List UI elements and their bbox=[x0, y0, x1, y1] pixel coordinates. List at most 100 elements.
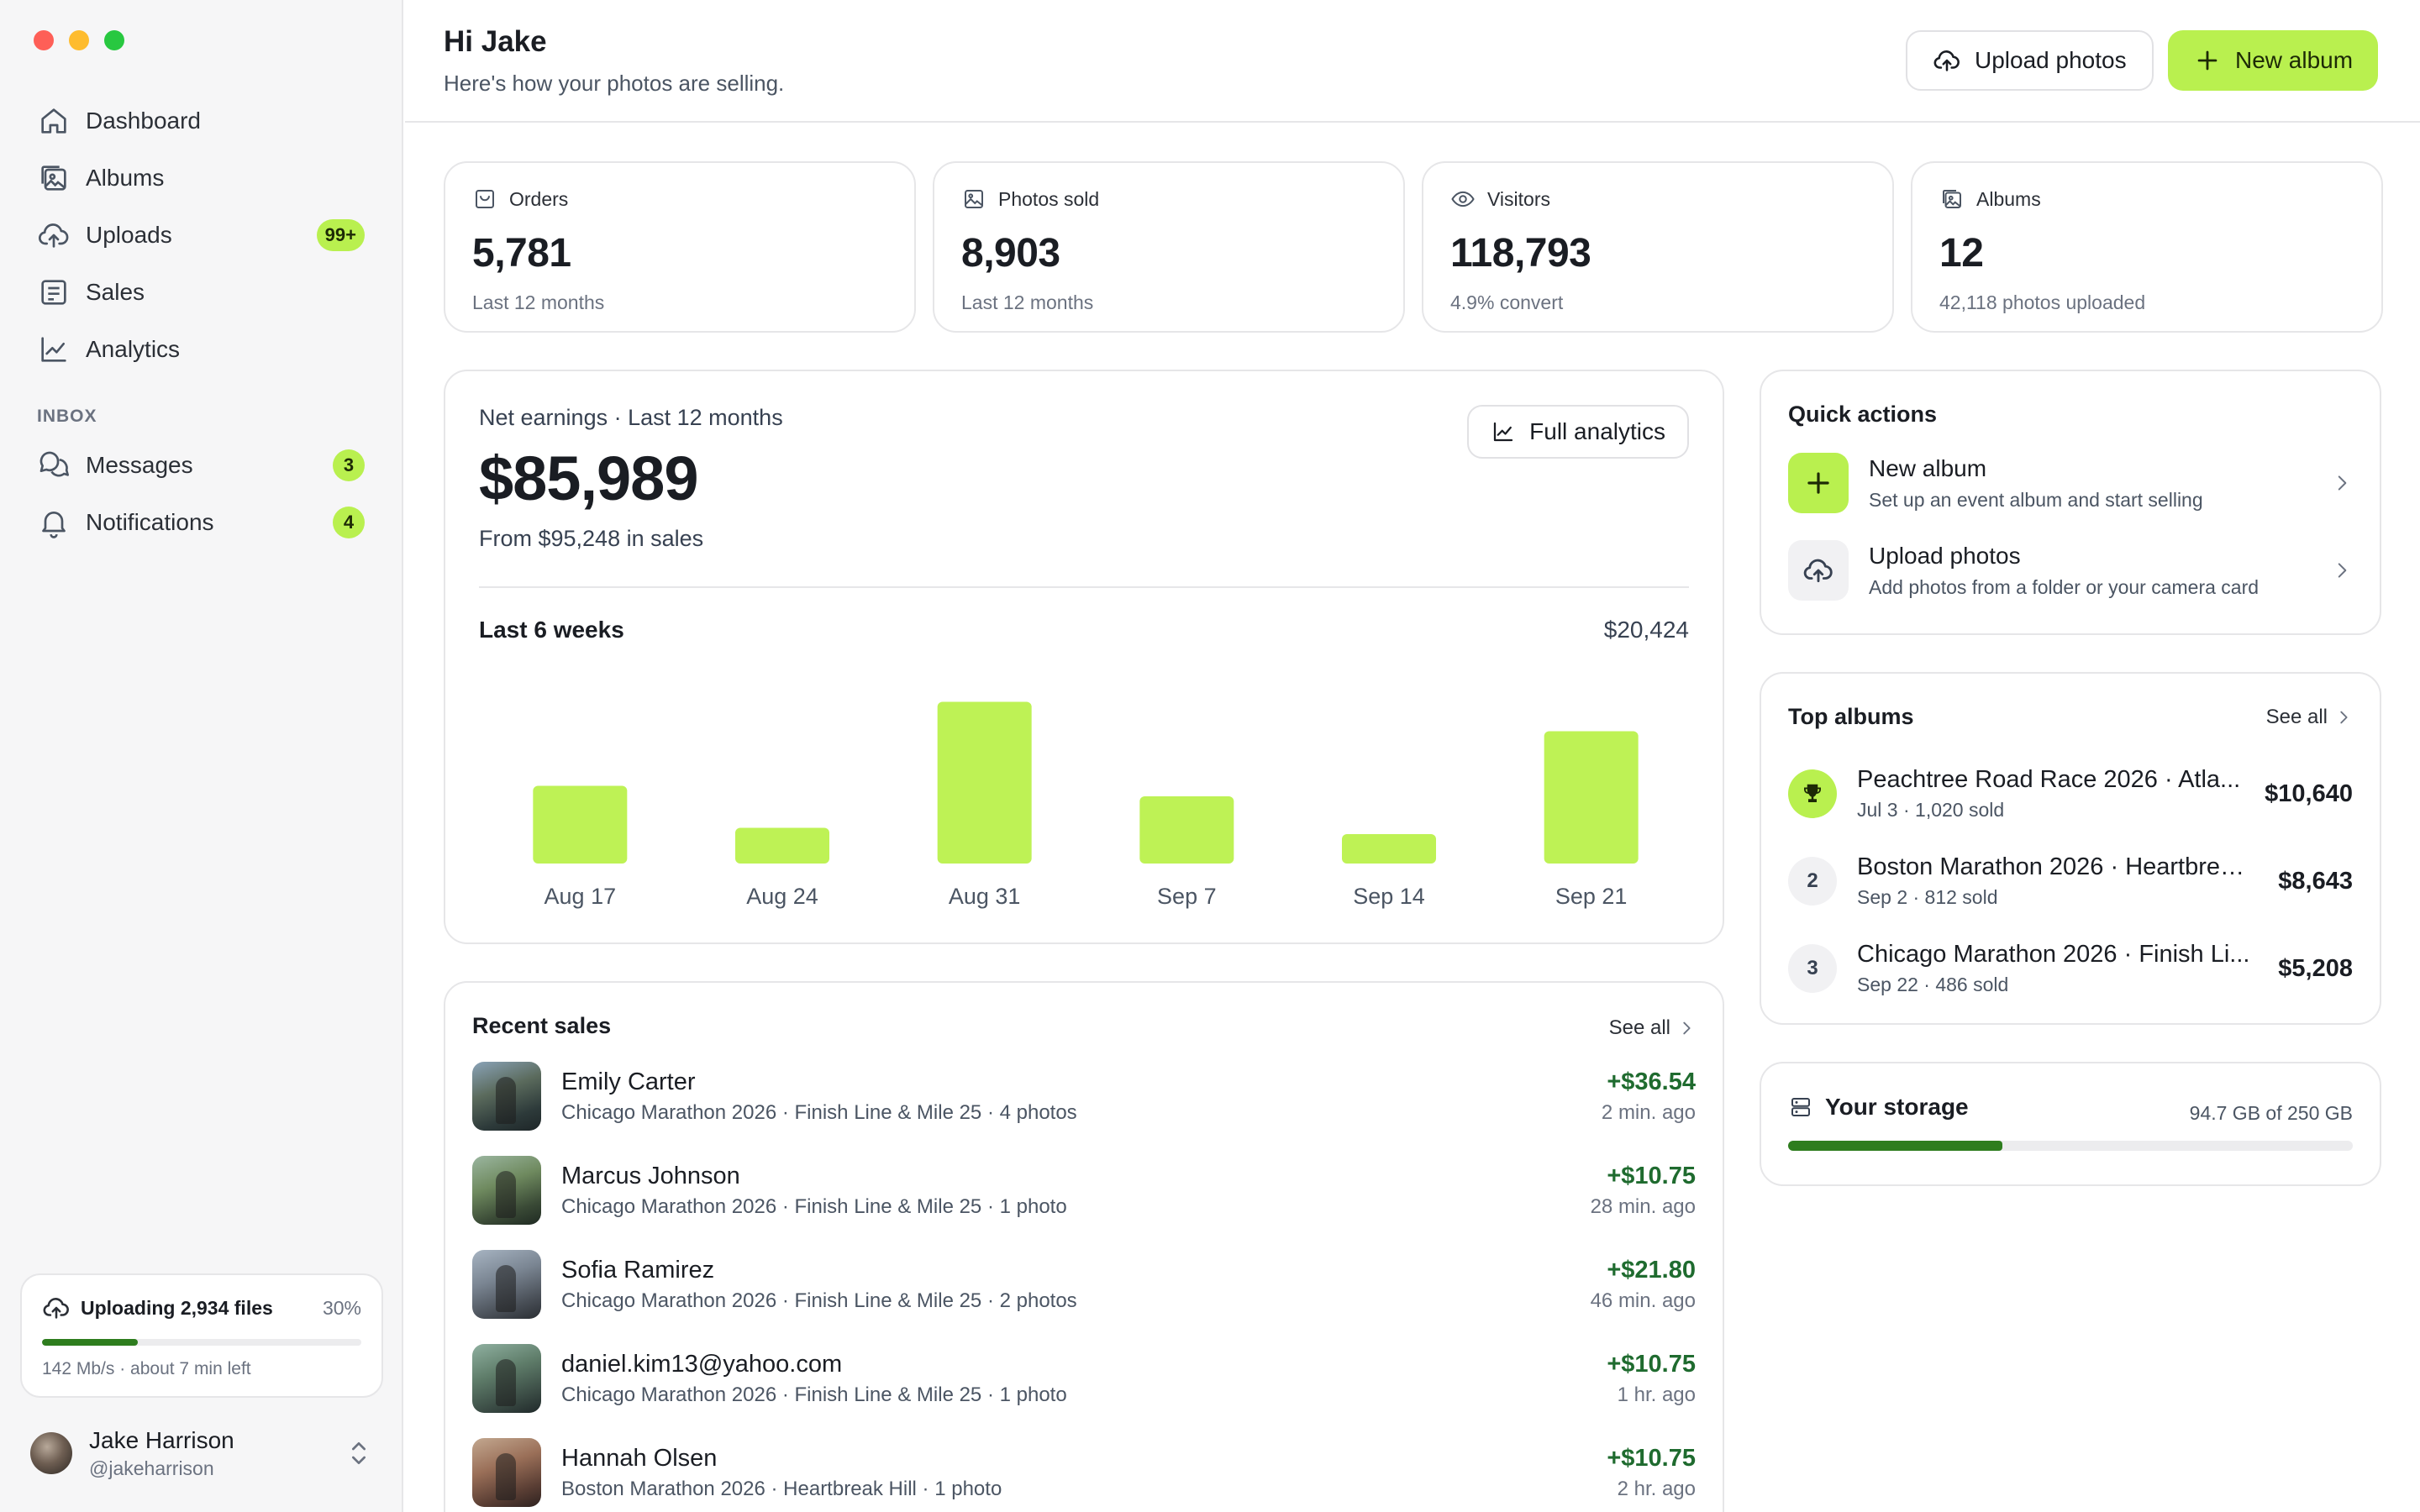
image-icon bbox=[965, 190, 983, 208]
sidebar-item-analytics[interactable]: Analytics bbox=[20, 323, 381, 376]
chart-total: $20,424 bbox=[1603, 617, 1689, 643]
stat-value: 8,903 bbox=[961, 231, 1060, 276]
stat-card-visitors: Visitors 118,793 4.9% convert bbox=[1422, 161, 1894, 333]
sidebar-item-label: Sales bbox=[86, 279, 145, 305]
sale-row[interactable]: daniel.kim13@yahoo.com Chicago Marathon … bbox=[472, 1331, 1696, 1425]
stat-subtext: 4.9% convert bbox=[1450, 291, 1564, 313]
upload-subtitle: 142 Mb/s · about 7 min left bbox=[42, 1359, 251, 1378]
net-earnings-card: Net earnings · Last 12 months $85,989 Fr… bbox=[444, 370, 1724, 944]
sale-description: Chicago Marathon 2026 · Finish Line & Mi… bbox=[561, 1100, 1077, 1124]
user-name: Jake Harrison bbox=[89, 1426, 234, 1453]
stat-card-albums: Albums 12 42,118 photos uploaded bbox=[1911, 161, 2383, 333]
sidebar-item-notifications[interactable]: Notifications 4 bbox=[20, 496, 381, 549]
avatar bbox=[30, 1432, 72, 1474]
buyer-name: Emily Carter bbox=[561, 1068, 696, 1095]
top-album-row[interactable]: 3 Chicago Marathon 2026 · Finish Li... S… bbox=[1788, 925, 2353, 1012]
order-icon bbox=[476, 190, 494, 208]
storage-card: Your storage 94.7 GB of 250 GB bbox=[1760, 1062, 2381, 1186]
storage-progress-fill bbox=[1788, 1141, 2002, 1151]
sidebar-item-sales[interactable]: Sales bbox=[20, 265, 381, 319]
minimize-window-button[interactable] bbox=[69, 30, 89, 50]
divider bbox=[479, 586, 1689, 588]
sidebar-item-albums[interactable]: Albums bbox=[20, 151, 381, 205]
sale-amount: +$10.75 bbox=[1607, 1350, 1696, 1378]
recent-sales-see-all-link[interactable]: See all bbox=[1609, 1016, 1696, 1040]
chart-icon bbox=[41, 337, 66, 362]
sale-photo-thumbnail bbox=[472, 1156, 541, 1225]
upload-photos-button[interactable]: Upload photos bbox=[1906, 30, 2154, 91]
storage-value: 94.7 GB of 250 GB bbox=[2189, 1102, 2353, 1124]
sidebar-item-uploads[interactable]: Uploads 99+ bbox=[20, 208, 381, 262]
sale-row[interactable]: Emily Carter Chicago Marathon 2026 · Fin… bbox=[472, 1049, 1696, 1143]
sale-row[interactable]: Sofia Ramirez Chicago Marathon 2026 · Fi… bbox=[472, 1237, 1696, 1331]
stat-card-orders: Orders 5,781 Last 12 months bbox=[444, 161, 916, 333]
user-menu[interactable]: Jake Harrison @jakeharrison bbox=[20, 1420, 381, 1487]
see-all-label: See all bbox=[2265, 706, 2328, 728]
top-albums-card: Top albums See all Peachtree Road Race 2… bbox=[1760, 672, 2381, 1025]
quick-action-desc: Set up an event album and start selling bbox=[1869, 488, 2203, 511]
earnings-subtext: From $95,248 in sales bbox=[479, 526, 704, 551]
chart-x-tick-label: Sep 7 bbox=[1157, 884, 1217, 909]
sale-photo-thumbnail bbox=[472, 1062, 541, 1131]
chevron-up-down-icon[interactable] bbox=[346, 1436, 371, 1470]
sidebar-item-messages[interactable]: Messages 3 bbox=[20, 438, 381, 492]
messages-count-badge: 3 bbox=[333, 449, 365, 481]
sidebar-item-label: Dashboard bbox=[86, 108, 201, 134]
album-title: Peachtree Road Race 2026 · Atla... bbox=[1857, 766, 2241, 793]
see-all-label: See all bbox=[1608, 1016, 1670, 1039]
chart-bar bbox=[937, 701, 1032, 864]
storage-title: Your storage bbox=[1825, 1094, 1969, 1120]
chevron-right-icon bbox=[1683, 1021, 1691, 1035]
stat-value: 118,793 bbox=[1450, 231, 1591, 276]
sale-row[interactable]: Hannah Olsen Boston Marathon 2026 · Hear… bbox=[472, 1425, 1696, 1512]
cloud-upload-icon bbox=[1788, 540, 1849, 601]
album-title: Boston Marathon 2026 · Heartbrea... bbox=[1857, 853, 2252, 880]
buyer-name: Sofia Ramirez bbox=[561, 1256, 715, 1284]
album-icon bbox=[41, 165, 66, 191]
zoom-window-button[interactable] bbox=[104, 30, 124, 50]
album-meta: Sep 2 · 812 sold bbox=[1857, 886, 1998, 908]
stat-label: Visitors bbox=[1487, 187, 1550, 210]
stat-label: Albums bbox=[1976, 187, 2041, 210]
chart-title: Last 6 weeks bbox=[479, 617, 624, 643]
window-controls bbox=[34, 30, 124, 50]
upload-progress-card[interactable]: Uploading 2,934 files 30% 142 Mb/s · abo… bbox=[20, 1273, 383, 1398]
receipt-icon bbox=[41, 280, 66, 305]
chart-bar bbox=[735, 827, 829, 864]
quick-action-desc: Add photos from a folder or your camera … bbox=[1869, 575, 2260, 598]
full-analytics-button[interactable]: Full analytics bbox=[1467, 405, 1689, 459]
top-album-row[interactable]: 2 Boston Marathon 2026 · Heartbrea... Se… bbox=[1788, 837, 2353, 925]
page-title: Hi Jake bbox=[444, 25, 547, 58]
sale-description: Chicago Marathon 2026 · Finish Line & Mi… bbox=[561, 1289, 1077, 1312]
sidebar-item-dashboard[interactable]: Dashboard bbox=[20, 94, 381, 148]
chart-bar bbox=[1139, 796, 1234, 864]
sidebar-item-label: Messages bbox=[86, 452, 193, 478]
quick-action-title: New album bbox=[1869, 454, 1987, 481]
earnings-label: Net earnings · Last 12 months bbox=[479, 405, 783, 430]
close-window-button[interactable] bbox=[34, 30, 54, 50]
page-subtitle: Here's how your photos are selling. bbox=[444, 71, 785, 96]
sidebar-item-label: Analytics bbox=[86, 336, 181, 362]
buyer-name: daniel.kim13@yahoo.com bbox=[561, 1350, 843, 1378]
top-album-row[interactable]: Peachtree Road Race 2026 · Atla... Jul 3… bbox=[1788, 750, 2353, 837]
cloud-upload-icon bbox=[43, 1298, 69, 1319]
upload-photos-label: Upload photos bbox=[1975, 47, 2127, 73]
sale-time: 46 min. ago bbox=[1590, 1289, 1696, 1312]
chart-x-tick-label: Sep 21 bbox=[1555, 884, 1628, 909]
sale-description: Chicago Marathon 2026 · Finish Line & Mi… bbox=[561, 1194, 1067, 1218]
album-rank: 2 bbox=[1788, 857, 1837, 906]
sale-description: Chicago Marathon 2026 · Finish Line & Mi… bbox=[561, 1383, 1067, 1406]
sale-row[interactable]: Marcus Johnson Chicago Marathon 2026 · F… bbox=[472, 1143, 1696, 1237]
quick-action-new-album[interactable]: New album Set up an event album and star… bbox=[1788, 451, 2353, 515]
new-album-button[interactable]: New album bbox=[2168, 30, 2379, 91]
cloud-upload-icon bbox=[38, 223, 69, 248]
full-analytics-label: Full analytics bbox=[1529, 418, 1665, 444]
album-amount: $10,640 bbox=[2265, 780, 2353, 807]
quick-action-upload-photos[interactable]: Upload photos Add photos from a folder o… bbox=[1788, 538, 2353, 602]
album-meta: Jul 3 · 1,020 sold bbox=[1857, 799, 2005, 821]
stat-value: 5,781 bbox=[472, 231, 571, 276]
sale-photo-thumbnail bbox=[472, 1438, 541, 1507]
chevron-right-icon bbox=[2338, 475, 2347, 491]
top-albums-see-all-link[interactable]: See all bbox=[2266, 706, 2353, 729]
album-meta: Sep 22 · 486 sold bbox=[1857, 974, 2009, 995]
